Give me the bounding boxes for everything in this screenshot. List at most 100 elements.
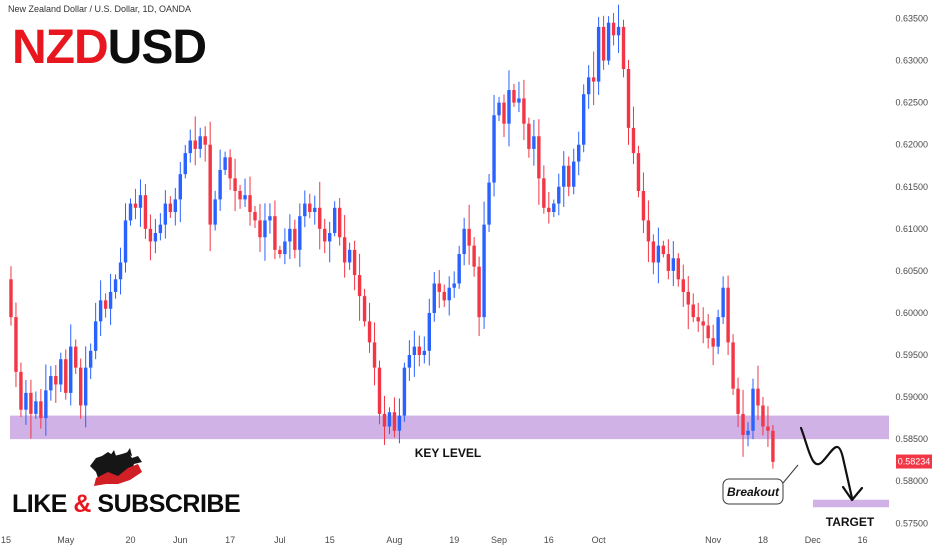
candle-body	[691, 304, 695, 318]
candle-body	[253, 212, 257, 221]
candle-body	[362, 296, 367, 322]
x-tick-label: Jul	[274, 535, 286, 545]
candle-body	[293, 228, 297, 250]
candle-body	[188, 140, 192, 154]
x-tick-label: May	[57, 535, 75, 545]
y-tick-label: 0.61500	[895, 182, 928, 192]
candle-body	[347, 249, 352, 263]
y-tick-label: 0.63000	[895, 56, 928, 66]
candle-body	[402, 367, 407, 416]
x-tick-label: 16	[544, 535, 554, 545]
candle-body	[367, 321, 372, 343]
candle-body	[636, 153, 641, 191]
candle-body	[417, 346, 422, 356]
y-tick-label: 0.60000	[895, 308, 928, 318]
candle-body	[671, 258, 676, 271]
candle-body	[422, 350, 427, 356]
candle-body	[646, 220, 651, 242]
candle-body	[59, 359, 63, 385]
candle-body	[44, 390, 48, 419]
candle-body	[537, 136, 541, 179]
candle-body	[123, 220, 128, 263]
candle-body	[382, 413, 387, 427]
candle-body	[268, 216, 272, 221]
candle-body	[766, 426, 770, 431]
candle-body	[656, 245, 661, 263]
x-tick-label: 19	[449, 535, 459, 545]
candle-body	[318, 207, 322, 229]
x-axis: 15 May 20 Jun 17 Jul 15 Aug 19 Sep 16 Oct Nov 18 Dec 16	[1, 535, 868, 545]
breakout-callout: Breakout	[722, 464, 799, 505]
candle-body	[462, 228, 466, 255]
candle-body	[432, 283, 436, 313]
candle-body	[273, 216, 277, 250]
candle-body	[377, 367, 382, 414]
candle-body	[248, 195, 252, 212]
candle-body	[238, 190, 242, 200]
candle-body	[726, 287, 730, 343]
candle-body	[397, 415, 402, 431]
candle-body	[562, 165, 566, 187]
candle-body	[243, 195, 247, 200]
candle-body	[308, 203, 312, 212]
candle-body	[88, 350, 93, 368]
x-tick-label: 16	[858, 535, 868, 545]
title-part-nzd: NZD	[12, 21, 109, 74]
x-tick-label: Oct	[592, 535, 607, 545]
title-part-usd: USD	[107, 21, 207, 74]
candle-body	[611, 22, 616, 36]
candle-body	[497, 102, 501, 116]
candle-body	[128, 203, 133, 221]
candle-body	[328, 233, 332, 242]
x-tick-label: Jun	[173, 535, 188, 545]
y-tick-label: 0.62500	[895, 98, 928, 108]
candle-body	[711, 338, 715, 347]
candle-body	[412, 346, 417, 356]
candle-body	[218, 169, 222, 200]
candle-body	[547, 207, 551, 212]
candle-body	[621, 26, 626, 69]
candle-body	[39, 401, 43, 419]
candle-body	[148, 228, 153, 242]
candle-body	[352, 249, 357, 276]
candle-body	[532, 136, 536, 149]
candle-body	[751, 388, 755, 431]
candle-body	[731, 342, 735, 389]
candle-body	[133, 203, 138, 208]
candle-body	[586, 77, 591, 95]
candle-body	[721, 287, 725, 318]
candle-body	[567, 165, 571, 187]
candle-body	[477, 266, 481, 318]
x-tick-label: Sep	[491, 535, 507, 545]
candle-body	[98, 300, 103, 322]
candle-body	[29, 392, 33, 414]
x-tick-label: 15	[1, 535, 11, 545]
x-tick-label: Aug	[386, 535, 402, 545]
candle-body	[9, 279, 13, 318]
y-tick-label: 0.58500	[895, 434, 928, 444]
y-tick-label: 0.59500	[895, 350, 928, 360]
x-tick-label: 18	[758, 535, 768, 545]
breakout-label: Breakout	[727, 485, 780, 499]
projection-arrow	[799, 426, 864, 502]
candle-body	[502, 102, 506, 124]
candle-body	[19, 371, 23, 410]
candle-body	[746, 430, 750, 435]
x-tick-label: Dec	[805, 535, 822, 545]
candle-body	[452, 283, 456, 288]
candle-body	[542, 178, 546, 208]
candle-body	[74, 346, 78, 368]
candle-body	[143, 195, 148, 229]
candle-body	[163, 203, 168, 225]
candle-body	[64, 359, 68, 393]
current-price-value: 0.58234	[898, 457, 931, 467]
candle-body	[213, 199, 217, 225]
candle-body	[108, 291, 113, 309]
candle-body	[651, 241, 656, 263]
candle-body	[357, 275, 362, 297]
candle-body	[457, 254, 461, 284]
candle-body	[601, 26, 606, 61]
candle-body	[686, 291, 690, 305]
candle-body	[178, 174, 182, 200]
